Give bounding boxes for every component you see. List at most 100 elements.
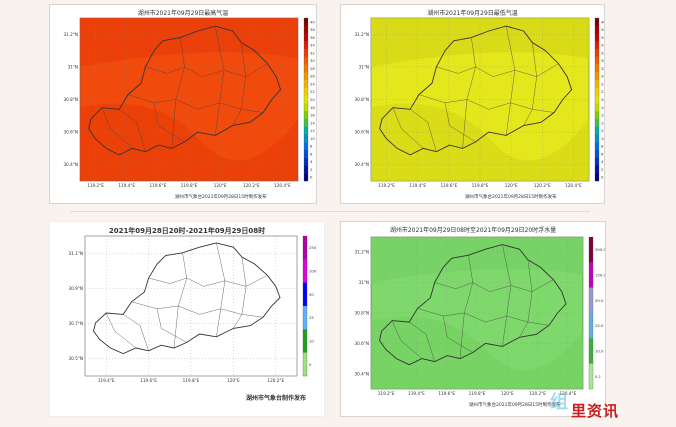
colorbar-label: 6: [601, 151, 604, 156]
map-gradient-band: [371, 237, 583, 283]
colorbar-swatch: [595, 49, 599, 58]
colorbar-label: 12: [310, 128, 315, 133]
colorbar-swatch: [589, 363, 593, 390]
colorbar-swatch: [595, 111, 599, 120]
colorbar-swatch: [595, 80, 599, 89]
longitude-label: 120°E: [214, 183, 227, 188]
rain-total-map: 31.2°N 31°N 30.8°N 30.6°N 30.4°N 119.2°E 119.4…: [354, 236, 605, 396]
district-boundary: [101, 107, 133, 149]
latitude-label: 30.8°N: [63, 97, 78, 102]
longitude-label: 120.4°E: [565, 183, 582, 188]
panel-title: 湖州市2021年09月29日最低气温: [427, 10, 518, 17]
colorbar-label: 10: [601, 136, 604, 141]
colorbar-frame: [594, 17, 600, 182]
colorbar-label: 10: [310, 136, 315, 141]
colorbar-swatch: [304, 64, 308, 73]
latitude-label: 30.9°N: [68, 286, 83, 291]
longitude-label: 120°E: [501, 391, 514, 396]
watermark-left: 组: [550, 392, 568, 413]
colorbar-swatch: [303, 259, 307, 283]
colorbar-label: 4: [310, 159, 313, 164]
region-outline: [379, 25, 573, 156]
colorbar-swatch: [304, 33, 308, 42]
district-boundary: [171, 37, 185, 149]
colorbar-swatch: [595, 103, 599, 112]
colorbar-label: 26: [310, 74, 315, 79]
colorbar-frame: [303, 17, 309, 182]
colorbar-label: 28: [601, 66, 604, 71]
colorbar-label: 40: [310, 19, 315, 24]
district-boundary: [232, 42, 246, 126]
latitude-label: 30.8°N: [354, 311, 369, 316]
colorbar-swatch: [304, 95, 308, 104]
longitude-label: 119.2°E: [378, 183, 395, 188]
colorbar-swatch: [595, 64, 599, 73]
latitude-label: 30.8°N: [354, 97, 369, 102]
colorbar-swatch: [304, 41, 308, 50]
longitude-label: 119.6°E: [438, 391, 455, 396]
colorbar-label: 150.0: [595, 273, 605, 278]
longitude-label: 120.4°E: [274, 183, 291, 188]
latitude-label: 31°N: [358, 64, 369, 69]
longitude-label: 119.8°E: [472, 183, 489, 188]
region-outline: [93, 242, 281, 355]
colorbar-swatch: [304, 87, 308, 96]
longitude-label: 120.2°E: [534, 183, 551, 188]
colorbar-label: 25: [309, 315, 314, 320]
min-temp-map: 31.2°N 31°N 30.8°N 30.6°N 30.4°N 119.2°E 119.4…: [354, 17, 604, 188]
colorbar-label: 250: [309, 245, 317, 250]
district-boundary: [502, 244, 512, 347]
latitude-label: 30.4°N: [354, 371, 369, 376]
latitude-label: 31.1°N: [68, 251, 83, 256]
district-boundary: [233, 256, 247, 329]
colorbar-swatch: [304, 173, 308, 182]
latitude-label: 30.7°N: [68, 321, 83, 326]
colorbar-label: 40: [601, 19, 604, 24]
latitude-label: 30.6°N: [63, 130, 78, 135]
colorbar-label: 30: [310, 58, 315, 63]
district-boundary: [523, 42, 537, 126]
longitude-label: 120.2°E: [267, 378, 284, 383]
colorbar-label: 2: [601, 167, 604, 172]
colorbar-label: 8: [310, 144, 313, 149]
latitude-label: 30.5°N: [68, 356, 83, 361]
district-boundary: [462, 37, 476, 149]
colorbar-label: 25.0: [595, 323, 604, 328]
latitude-label: 31°N: [67, 64, 78, 69]
latitude-label: 30.6°N: [354, 130, 369, 135]
longitude-label: 119.8°E: [469, 391, 486, 396]
colorbar-label: 0: [601, 175, 604, 180]
colorbar-label: 4: [601, 159, 604, 164]
colorbar-swatch: [304, 149, 308, 158]
colorbar-label: 16: [310, 113, 315, 118]
colorbar-label: 22: [601, 89, 604, 94]
colorbar-swatch: [304, 18, 308, 26]
longitude-label: 119.8°E: [183, 378, 200, 383]
colorbar-swatch: [595, 25, 599, 34]
colorbar-label: 18: [601, 105, 604, 110]
colorbar-label: 36: [601, 35, 604, 40]
colorbar-label: 22: [310, 89, 315, 94]
longitude-label: 119.6°E: [440, 183, 457, 188]
colorbar-swatch: [595, 18, 599, 26]
map-gradient-band: [80, 103, 298, 181]
latitude-label: 31.2°N: [354, 250, 369, 255]
colorbar-label: 34: [310, 43, 315, 48]
colorbar-label: 0: [310, 175, 313, 180]
district-boundary: [173, 252, 188, 349]
max-temp-map: 31.2°N 31°N 30.8°N 30.6°N 30.4°N 119.2°E 119.4…: [63, 17, 315, 188]
district-boundary: [410, 109, 437, 152]
colorbar-label: 36: [310, 35, 315, 40]
colorbar-swatch: [304, 49, 308, 58]
panel-title: 湖州市2021年09月29日08时至2021年09月29日20时浮水量: [389, 227, 557, 234]
district-boundary: [459, 255, 474, 359]
colorbar-label: 30: [601, 58, 604, 63]
district-boundary: [506, 26, 516, 136]
colorbar-swatch: [304, 80, 308, 89]
panel-title: 2021年09月28日20时-2021年09月29日08时: [108, 227, 266, 235]
latitude-label: 31°N: [358, 280, 369, 285]
colorbar-label: 50.0: [595, 298, 604, 303]
colorbar-label: 0: [309, 362, 312, 367]
region-outline: [88, 25, 282, 156]
colorbar-swatch: [304, 72, 308, 81]
